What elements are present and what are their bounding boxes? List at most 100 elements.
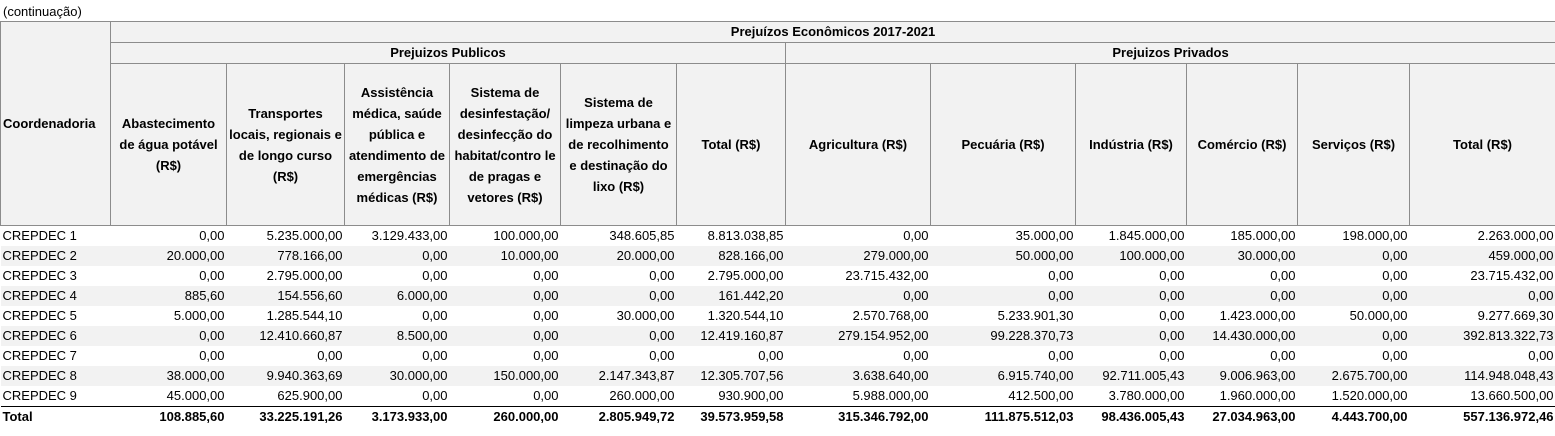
row-label: CREPDEC 8: [0, 366, 111, 386]
group-public-header: Prejuizos Publicos: [110, 42, 786, 64]
table-cell: 0,00: [533, 268, 559, 283]
table-cell: 30.000,00: [616, 308, 675, 323]
table-cell: 0,00: [533, 388, 559, 403]
col-header-disinfection: Sistema de desinfestação/ desinfecção do…: [449, 63, 561, 226]
table-cell: 0,00: [758, 348, 784, 363]
group-private-header: Prejuizos Privados: [784, 42, 1555, 64]
table-cell: 2.795.000,00: [266, 268, 343, 283]
table-row: CREPDEC 5 5.000,00 1.285.544,10 0,00 0,00 30.…: [1, 306, 1555, 326]
table-cell: 161.442,20: [676, 286, 786, 306]
table-row: CREPDEC 8 38.000,00 9.940.363,69 30.000,00 1…: [0, 366, 1555, 386]
table-cell: 9.277.669,30: [1477, 308, 1554, 323]
col-header-health: Assistência médica, saúde pública e aten…: [344, 63, 450, 226]
table-cell: 30.000,00: [344, 366, 450, 386]
table-cell: 12.410.660,87: [226, 326, 345, 346]
table-cell: 154.556,60: [226, 286, 345, 306]
table-cell: 50.000,00: [930, 246, 1076, 266]
table-title: Prejuízos Econômicos 2017-2021: [109, 21, 1555, 43]
table-cell: 5.235.000,00: [226, 225, 345, 246]
table-cell: 99.228.370,73: [930, 326, 1076, 346]
table-cell: 3.638.640,00: [785, 366, 931, 386]
table-row: CREPDEC 2 20.000,00 778.166,00 0,00 10.000,0…: [0, 246, 1555, 266]
table-cell: 392.813.322,73: [1409, 326, 1555, 346]
table-cell: 30.000,00: [1186, 246, 1298, 266]
table-cell: 0,00: [903, 348, 929, 363]
table-cell: 0,00: [533, 308, 559, 323]
table-cell: 0,00: [344, 246, 450, 266]
table-cell: 315.346.792,00: [785, 406, 931, 426]
table-cell: 0,00: [533, 348, 559, 363]
table-cell: 50.000,00: [1349, 308, 1408, 323]
table-cell: 1.845.000,00: [1075, 225, 1187, 246]
table-cell: 348.605,85: [560, 225, 677, 246]
table-cell: 459.000,00: [1409, 246, 1555, 266]
row-label: Total: [0, 406, 111, 426]
table-cell: 92.711.005,43: [1075, 366, 1187, 386]
table-cell: 100.000,00: [1075, 246, 1187, 266]
coordinator-header: Coordenadoria: [0, 21, 111, 226]
table-cell: 1.285.544,10: [266, 308, 343, 323]
col-header-waste: Sistema de limpeza urbana e de recolhime…: [560, 63, 677, 226]
table-cell: 3.780.000,00: [1108, 388, 1185, 403]
table-cell: 6.000,00: [344, 286, 450, 306]
table-cell: 20.000,00: [110, 246, 227, 266]
table-cell: 5.000,00: [173, 308, 225, 323]
table-cell: 2.675.700,00: [1297, 366, 1410, 386]
table-row: CREPDEC 7 0,00 0,00 0,00 0,00 0,00 0,00 0,00 0,0…: [1, 346, 1555, 366]
table-cell: 0,00: [1159, 348, 1185, 363]
row-label: CREPDEC 5: [2, 308, 77, 323]
table-cell: 8.813.038,85: [676, 225, 786, 246]
col-header-agriculture: Agricultura (R$): [785, 63, 931, 226]
table-cell: 3.129.433,00: [344, 225, 450, 246]
table-cell: 0,00: [422, 308, 448, 323]
table-cell: 9.006.963,00: [1186, 366, 1298, 386]
table-cell: 39.573.959,58: [676, 406, 786, 426]
table-cell: 0,00: [1382, 268, 1408, 283]
table-cell: 0,00: [1186, 286, 1298, 306]
table-cell: 0,00: [1382, 348, 1408, 363]
table-cell: 0,00: [930, 286, 1076, 306]
row-label: CREPDEC 3: [2, 268, 77, 283]
table-cell: 930.900,00: [718, 388, 784, 403]
table-cell: 0,00: [1270, 268, 1296, 283]
table-cell: 0,00: [449, 326, 561, 346]
table-cell: 412.500,00: [1008, 388, 1074, 403]
table-cell: 45.000,00: [166, 388, 225, 403]
table-cell: 5.233.901,30: [997, 308, 1074, 323]
table-cell: 0,00: [1409, 286, 1555, 306]
table-cell: 1.320.544,10: [707, 308, 784, 323]
table-cell: 4.443.700,00: [1297, 406, 1410, 426]
col-header-private-total: Total (R$): [1408, 63, 1555, 226]
table-cell: 0,00: [199, 348, 225, 363]
table-cell: 150.000,00: [449, 366, 561, 386]
table-cell: 0,00: [1528, 348, 1554, 363]
table-cell: 0,00: [649, 268, 675, 283]
table-cell: 2.570.768,00: [852, 308, 929, 323]
table-cell: 20.000,00: [560, 246, 677, 266]
row-label: CREPDEC 9: [2, 388, 77, 403]
row-label: CREPDEC 4: [0, 286, 111, 306]
table-cell: 5.988.000,00: [852, 388, 929, 403]
table-cell: 8.500,00: [344, 326, 450, 346]
table-cell: 0,00: [110, 326, 227, 346]
table-row: CREPDEC 9 45.000,00 625.900,00 0,00 0,00 260.…: [1, 386, 1555, 407]
table-cell: 10.000,00: [449, 246, 561, 266]
table-cell: 0,00: [1297, 246, 1410, 266]
table-cell: 2.805.949,72: [560, 406, 677, 426]
table-cell: 14.430.000,00: [1186, 326, 1298, 346]
table-cell: 1.423.000,00: [1219, 308, 1296, 323]
table-cell: 0,00: [422, 388, 448, 403]
table-cell: 0,00: [110, 225, 227, 246]
table-caption: (continuação): [3, 4, 82, 19]
table-cell: 33.225.191,26: [226, 406, 345, 426]
table-cell: 778.166,00: [226, 246, 345, 266]
table-cell: 2.795.000,00: [707, 268, 784, 283]
table-cell: 98.436.005,43: [1075, 406, 1187, 426]
row-label: CREPDEC 1: [0, 225, 111, 246]
table-cell: 0,00: [422, 268, 448, 283]
table-row: CREPDEC 1 0,00 5.235.000,00 3.129.433,00 100…: [0, 225, 1555, 246]
table-cell: 0,00: [199, 268, 225, 283]
col-header-services: Serviços (R$): [1297, 63, 1410, 226]
table-cell: 9.940.363,69: [226, 366, 345, 386]
col-header-public-total: Total (R$): [676, 63, 786, 226]
